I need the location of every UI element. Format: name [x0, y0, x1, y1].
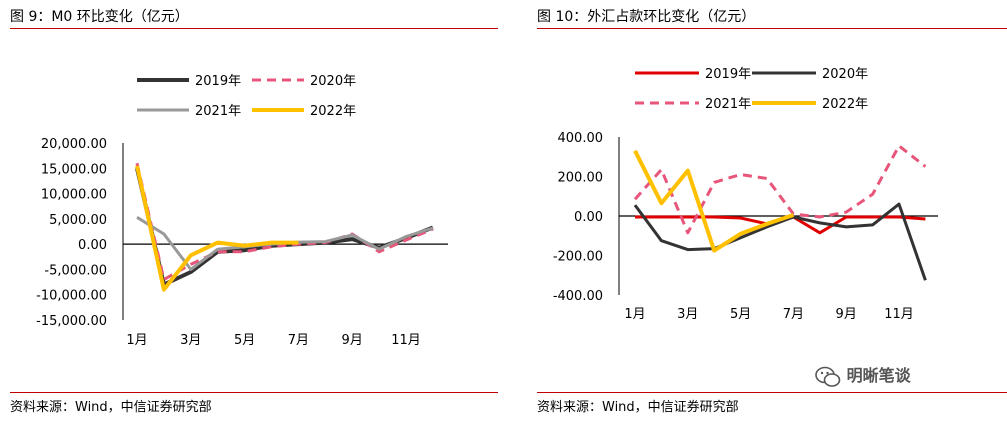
right-x-tick-label: 3月 — [677, 307, 698, 322]
right-legend-label-3: 2022年 — [822, 97, 868, 112]
left-x-tick-label: 3月 — [180, 333, 201, 348]
left-x-tick-label: 7月 — [288, 333, 309, 348]
right-x-tick-label: 1月 — [624, 307, 645, 322]
right-chart-svg: 400.00 200.00 0.00 -200.00 -400.00 1月 3月 5月 7月 9月… — [553, 67, 938, 322]
right-legend-label-0: 2019年 — [705, 67, 751, 82]
left-x-tick-label: 1月 — [126, 333, 147, 348]
right-series-line-2 — [633, 144, 927, 235]
right-y-tick-label: 0.00 — [574, 210, 603, 225]
right-x-tick-label: 11月 — [884, 307, 914, 322]
right-x-tick-label: 7月 — [783, 307, 804, 322]
left-x-tick-label: 9月 — [342, 333, 363, 348]
right-x-tick-label: 5月 — [730, 307, 751, 322]
left-source: 资料来源：Wind，中信证券研究部 — [10, 400, 212, 415]
left-legend-label-1: 2020年 — [310, 74, 356, 89]
watermark-text: 明晰笔谈 — [846, 366, 911, 385]
left-title-rule — [10, 28, 498, 29]
left-x-tick-label: 11月 — [391, 333, 421, 348]
left-y-tick-label: -10,000.00 — [36, 289, 107, 304]
left-chart-panel: 图 9：M0 环比变化（亿元） 20,000.00 15,000.00 10,000… — [0, 0, 500, 422]
right-y-tick-label: 400.00 — [558, 131, 604, 146]
left-series-line-3 — [135, 165, 299, 292]
right-series-line-3 — [633, 149, 795, 253]
right-y-tick-label: 200.00 — [558, 171, 604, 186]
right-chart-panel: 图 10：外汇占款环比变化（亿元） 400.00 200.00 0.00 -200.0… — [527, 0, 1007, 422]
wechat-icon — [815, 366, 841, 388]
left-y-tick-label: 15,000.00 — [41, 162, 107, 177]
right-legend-label-1: 2020年 — [822, 67, 868, 82]
left-y-tick-label: 10,000.00 — [41, 188, 107, 203]
left-source-rule — [10, 392, 498, 393]
left-y-tick-label: 20,000.00 — [41, 137, 107, 152]
right-chart-title: 图 10：外汇占款环比变化（亿元） — [537, 9, 756, 25]
right-series-line-1 — [633, 202, 927, 281]
left-y-tick-label: -15,000.00 — [36, 314, 107, 329]
right-source-rule — [537, 392, 1007, 393]
left-series-line-1 — [135, 162, 434, 281]
left-legend-label-0: 2019年 — [195, 74, 241, 89]
watermark: 明晰笔谈 — [815, 362, 911, 388]
left-x-tick-label: 5月 — [234, 333, 255, 348]
right-x-tick-label: 9月 — [836, 307, 857, 322]
right-y-tick-label: -200.00 — [553, 250, 603, 265]
right-legend-label-2: 2021年 — [705, 97, 751, 112]
left-y-tick-label: -5,000.00 — [44, 263, 107, 278]
right-title-rule — [537, 28, 1007, 29]
left-chart-svg: 20,000.00 15,000.00 10,000.00 5,000.00 0.00 -… — [36, 74, 448, 348]
left-legend-label-3: 2022年 — [310, 104, 356, 119]
right-source: 资料来源：Wind，中信证券研究部 — [537, 400, 739, 415]
left-y-tick-label: 0.00 — [78, 238, 107, 253]
left-chart-title: 图 9：M0 环比变化（亿元） — [10, 9, 189, 25]
left-legend-label-2: 2021年 — [195, 104, 241, 119]
right-y-tick-label: -400.00 — [553, 289, 603, 304]
left-y-tick-label: 5,000.00 — [49, 213, 107, 228]
